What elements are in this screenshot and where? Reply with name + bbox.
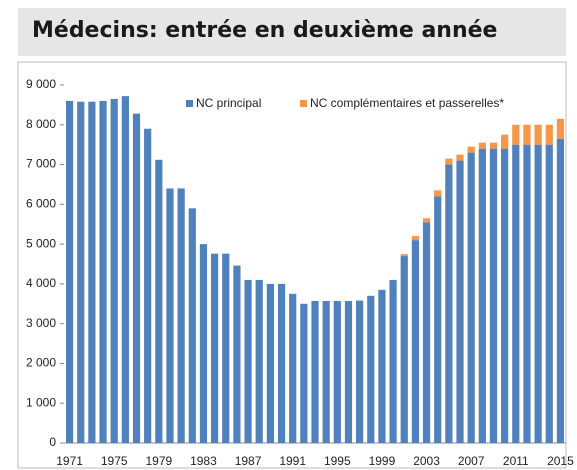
legend-label: NC principal (196, 96, 261, 110)
bar-segment (434, 190, 442, 197)
legend-swatch (186, 100, 193, 107)
y-tick-label: 2 000 (26, 356, 56, 370)
bar-segment (144, 128, 152, 443)
bar-segment (367, 295, 375, 443)
bar-segment (411, 236, 419, 241)
bar-segment (166, 188, 174, 443)
bar-segment (378, 289, 386, 443)
bar-segment (489, 142, 498, 149)
bar-segment (255, 279, 263, 443)
x-tick-label: 1995 (324, 454, 351, 468)
x-tick-label: 1999 (369, 454, 396, 468)
bar-segment (545, 144, 553, 443)
bar-segment (456, 160, 464, 444)
bar-segment (400, 254, 408, 257)
bar-segment (523, 124, 531, 145)
bar-segment (277, 283, 286, 443)
bar-segment (534, 144, 542, 443)
y-tick-label: 3 000 (26, 316, 56, 330)
bar-segment (422, 218, 431, 223)
bar-segment (132, 113, 141, 443)
bar-segment (389, 279, 397, 443)
x-tick-label: 1987 (235, 454, 262, 468)
y-tick-label: 1 000 (26, 395, 56, 409)
x-tick-label: 1983 (190, 454, 217, 468)
x-tick-label: 1971 (56, 454, 83, 468)
y-tick-label: 8 000 (26, 117, 56, 131)
bar-segment (512, 144, 520, 443)
bar-segment (333, 300, 341, 443)
x-tick-label: 1991 (279, 454, 306, 468)
bar-segment (177, 188, 185, 443)
bar-segment (467, 146, 475, 153)
legend-label: NC complémentaires et passerelles* (310, 96, 504, 110)
bar-segment (121, 96, 129, 443)
legend-swatch (300, 100, 307, 107)
bar-segment (266, 283, 274, 443)
y-tick-label: 6 000 (26, 197, 56, 211)
bar-segment (445, 158, 453, 165)
bar-segment (322, 300, 330, 443)
bar-segment (244, 279, 252, 443)
bar-segment (211, 253, 219, 443)
bar-segment (478, 148, 486, 443)
bar-segment (534, 124, 542, 145)
bar-segment (65, 100, 74, 444)
x-tick-label: 1975 (101, 454, 128, 468)
bar-segment (523, 144, 531, 443)
bar-segment (501, 134, 509, 149)
bar-segment (300, 303, 308, 443)
bar-segment (99, 100, 107, 444)
bar-segment (311, 300, 319, 443)
x-tick-label: 2007 (458, 454, 485, 468)
bar-segment (478, 142, 486, 149)
x-tick-label: 2003 (413, 454, 440, 468)
bar-segment (110, 98, 118, 443)
bar-segment (434, 196, 442, 443)
bar-segment (188, 208, 196, 443)
chart-title: Médecins: entrée en deuxième année (32, 18, 498, 43)
bar-segment (289, 293, 297, 443)
bar-segment (88, 101, 96, 443)
bar-segment (489, 148, 498, 443)
bar-segment (512, 124, 520, 145)
y-tick-label: 5 000 (26, 236, 56, 250)
bar-segment (233, 265, 241, 443)
bar-segment (445, 164, 453, 444)
title-banner: Médecins: entrée en deuxième année (18, 8, 566, 56)
bar-segment (467, 152, 475, 443)
x-tick-label: 2015 (547, 454, 574, 468)
y-tick-label: 0 (49, 435, 56, 449)
bar-segment (501, 148, 509, 443)
bar-segment (556, 118, 565, 139)
bar-segment (155, 159, 163, 443)
bar-segment (411, 240, 419, 443)
y-tick-label: 4 000 (26, 276, 56, 290)
y-tick-label: 9 000 (26, 77, 56, 91)
x-tick-label: 1979 (145, 454, 172, 468)
chart-frame (17, 61, 567, 469)
bar-segment (344, 300, 353, 443)
bar-segment (356, 300, 364, 443)
bar-segment (545, 124, 553, 145)
bar-segment (456, 154, 464, 161)
bar-segment (400, 256, 408, 443)
y-tick-label: 7 000 (26, 157, 56, 171)
bar-segment (556, 138, 565, 443)
bar-segment (422, 222, 431, 443)
bar-segment (77, 101, 85, 443)
x-tick-label: 2011 (503, 454, 529, 468)
bar-segment (222, 253, 230, 443)
bar-segment (199, 244, 208, 443)
